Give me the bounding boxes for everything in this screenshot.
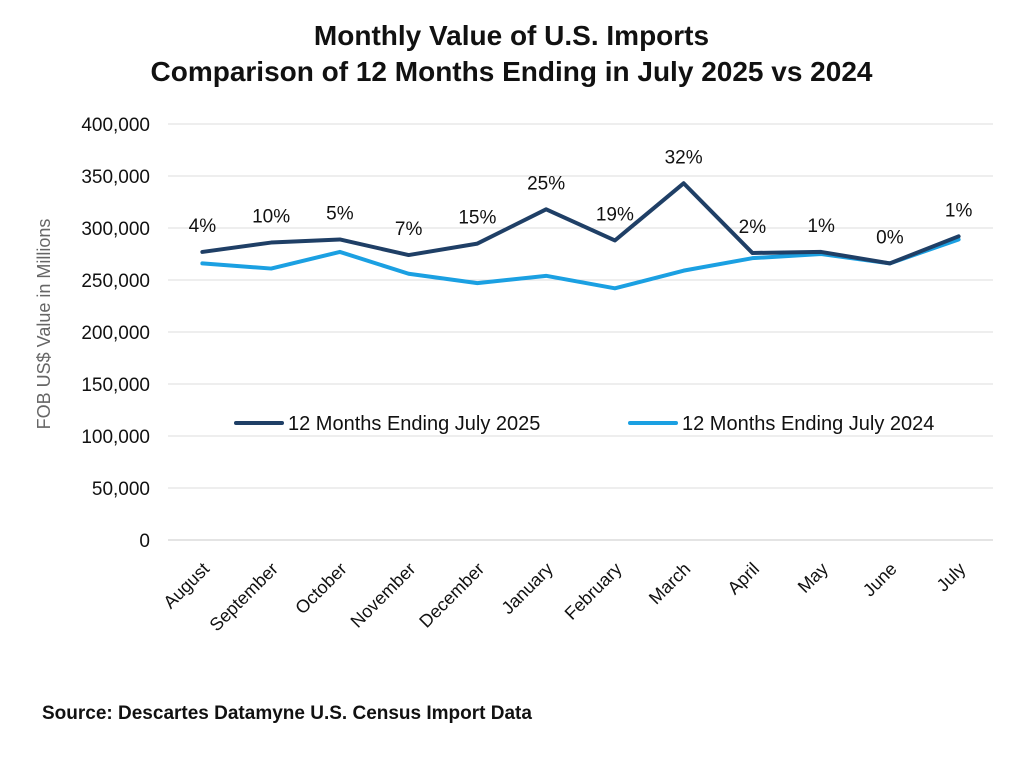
data-label: 15% [458, 208, 496, 229]
y-axis-label: FOB US$ Value in Millions [34, 219, 54, 430]
data-label: 2% [739, 217, 767, 238]
y-tick-label: 400,000 [81, 115, 150, 136]
x-tick-label: July [933, 559, 970, 596]
y-tick-label: 300,000 [81, 219, 150, 240]
y-tick-label: 250,000 [81, 271, 150, 292]
x-tick-label: October [291, 559, 350, 618]
x-tick-label: September [206, 559, 282, 635]
chart-title: Monthly Value of U.S. Imports [313, 20, 710, 51]
x-tick-label: August [159, 559, 213, 613]
x-tick-label: May [794, 559, 832, 597]
y-tick-label: 100,000 [81, 427, 150, 448]
data-label: 25% [527, 173, 565, 194]
x-tick-label: January [498, 559, 557, 618]
data-label: 0% [876, 227, 904, 248]
series-line-2024 [200, 237, 961, 291]
data-label: 7% [395, 219, 423, 240]
legend-label-2025: 12 Months Ending July 2025 [288, 413, 540, 435]
data-label: 1% [945, 200, 973, 221]
line-chart: 0 50,000 100,000 150,000 200,000 250,000 300,0… [34, 115, 993, 635]
x-tick-label: November [347, 559, 420, 632]
x-tick-label: December [415, 559, 488, 632]
x-tick-label: March [645, 559, 695, 609]
y-tick-label: 50,000 [92, 479, 150, 500]
y-tick-label: 350,000 [81, 167, 150, 188]
data-label: 10% [252, 207, 290, 228]
legend-label-2024: 12 Months Ending July 2024 [682, 413, 934, 435]
source-note: Source: Descartes Datamyne U.S. Census I… [42, 703, 532, 724]
y-tick-label: 150,000 [81, 375, 150, 396]
data-label: 5% [326, 203, 354, 224]
x-tick-label: February [561, 559, 626, 624]
x-tick-label: June [859, 559, 901, 601]
y-tick-label: 0 [139, 531, 150, 552]
data-label: 32% [665, 147, 703, 168]
x-tick-label: April [724, 559, 764, 599]
chart-subtitle: Comparison of 12 Months Ending in July 2… [150, 56, 873, 87]
data-label: 4% [189, 216, 217, 237]
data-label: 1% [807, 216, 835, 237]
series-line-2025 [200, 181, 961, 266]
y-tick-label: 200,000 [81, 323, 150, 344]
data-label: 19% [596, 204, 634, 225]
chart-title-block: Monthly Value of U.S. Imports Comparison… [0, 18, 1023, 90]
